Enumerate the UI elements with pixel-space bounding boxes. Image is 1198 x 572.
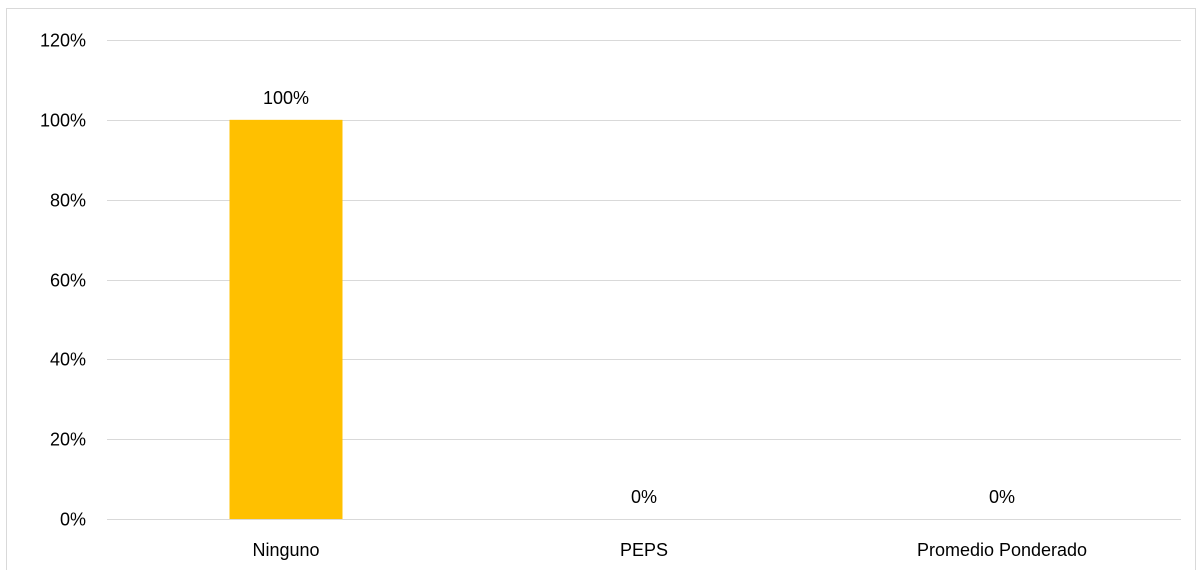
data-label: 100% xyxy=(263,88,309,108)
y-tick-label: 80% xyxy=(50,191,86,211)
y-tick-label: 0% xyxy=(60,510,86,530)
data-label: 0% xyxy=(989,487,1015,507)
x-tick-label: PEPS xyxy=(620,540,668,560)
y-tick-label: 40% xyxy=(50,350,86,370)
y-tick-label: 20% xyxy=(50,430,86,450)
data-label: 0% xyxy=(631,487,657,507)
y-tick-label: 60% xyxy=(50,271,86,291)
y-tick-label: 100% xyxy=(40,111,86,131)
chart-frame xyxy=(6,8,1196,570)
x-tick-label: Promedio Ponderado xyxy=(917,540,1087,560)
bar xyxy=(229,119,343,519)
x-tick-label: Ninguno xyxy=(252,540,319,560)
y-tick-label: 120% xyxy=(40,31,86,51)
